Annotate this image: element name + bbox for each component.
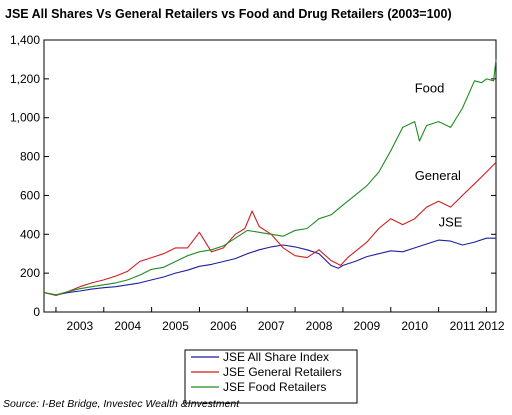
x-tick-label: 2006 (210, 319, 237, 333)
x-tick-label: 2004 (114, 319, 141, 333)
x-tick-label: 2010 (401, 319, 428, 333)
x-tick-label: 2005 (162, 319, 189, 333)
annotation-label: JSE (439, 215, 463, 230)
legend-label: JSE Food Retailers (223, 380, 326, 394)
legend-label: JSE All Share Index (223, 350, 329, 364)
y-axis: 0 200 400 600 800 1,000 1,200 1,400 (10, 33, 496, 319)
x-tick-label: 2009 (354, 319, 381, 333)
x-tick-label: 2007 (258, 319, 285, 333)
annotation-label: Food (415, 80, 445, 95)
y-tick-label: 1,000 (10, 111, 40, 125)
y-tick-label: 600 (20, 188, 40, 202)
x-tick-label: 2003 (67, 319, 94, 333)
x-tick-label: 2011 (450, 319, 476, 333)
series-line-0 (43, 237, 496, 296)
legend-box (184, 349, 358, 404)
y-tick-label: 800 (20, 150, 40, 164)
y-tick-label: 1,400 (10, 33, 40, 47)
annotation-label: General (415, 168, 461, 183)
series-line-2 (43, 59, 497, 296)
x-tick-label: 2012 (478, 319, 505, 333)
legend-label: JSE General Retailers (223, 365, 342, 379)
annotations: Food General JSE (415, 80, 463, 229)
plot-frame (43, 39, 497, 313)
y-tick-label: 0 (33, 305, 40, 319)
chart-title: JSE All Shares Vs General Retailers vs F… (5, 7, 452, 21)
x-axis: 2003 2004 2005 2006 2007 2008 2009 2010 2011 2012 (55, 307, 505, 333)
x-tick-label: 2008 (306, 319, 333, 333)
y-tick-label: 400 (20, 227, 40, 241)
series-lines (43, 59, 497, 297)
y-tick-label: 1,200 (10, 72, 40, 86)
source-note: Source: I-Bet Bridge, Investec Wealth &I… (3, 398, 240, 410)
y-tick-label: 200 (20, 266, 40, 280)
